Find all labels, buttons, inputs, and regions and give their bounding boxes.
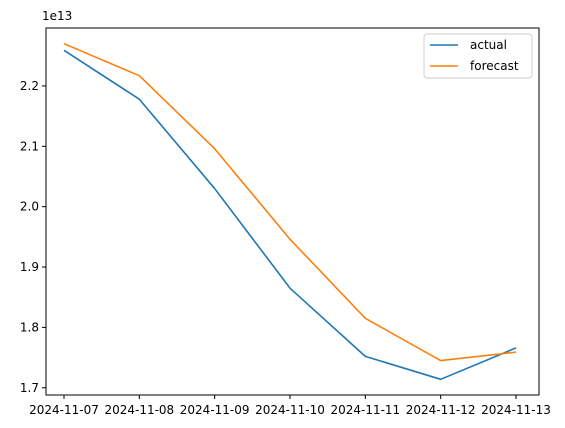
series-line-actual [63,49,517,381]
legend-label-forecast: forecast [470,59,519,73]
x-tick-label: 2024-11-11 [330,403,400,417]
series-line-forecast [63,42,517,362]
x-tick-label: 2024-11-08 [104,403,174,417]
y-tick-label: 1.7 [20,381,39,395]
legend: actual forecast [423,33,533,79]
x-tick-label: 2024-11-13 [481,403,551,417]
x-tick-label: 2024-11-10 [255,403,325,417]
y-offset-label: 1e13 [42,9,72,23]
y-tick-label: 2.1 [20,139,39,153]
series-lines [63,42,517,381]
y-tick-label: 2.2 [20,79,39,93]
x-tick-label: 2024-11-12 [406,403,476,417]
x-tick-label: 2024-11-07 [29,403,99,417]
legend-label-actual: actual [470,38,507,52]
y-tick-label: 1.8 [20,320,39,334]
x-axis: 2024-11-07 2024-11-08 2024-11-09 2024-11-10… [29,395,551,417]
y-tick-label: 2.0 [20,200,39,214]
plot-frame [45,27,540,396]
y-axis: 1.7 1.8 1.9 2.0 2.1 2.2 [20,79,46,395]
y-tick-label: 1.9 [20,260,39,274]
x-tick-label: 2024-11-09 [180,403,250,417]
